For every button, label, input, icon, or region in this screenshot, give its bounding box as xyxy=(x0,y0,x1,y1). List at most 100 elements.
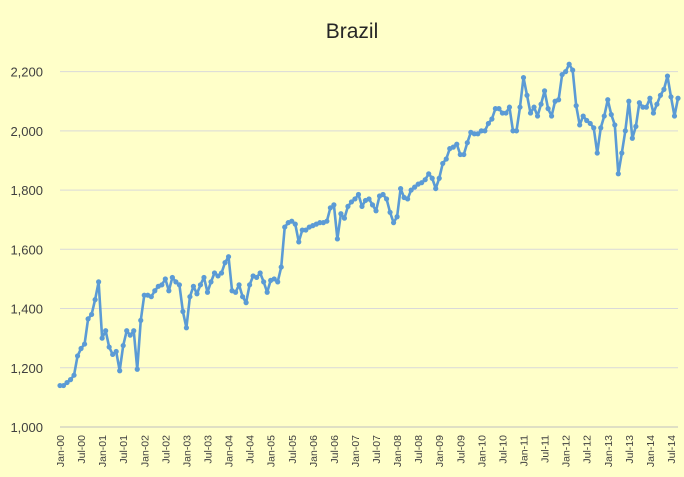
y-tick-label: 2,200 xyxy=(10,65,43,80)
data-point xyxy=(520,74,527,81)
x-tick-label: Jan-01 xyxy=(97,435,109,467)
data-point xyxy=(194,291,200,297)
data-point xyxy=(247,282,253,288)
data-point xyxy=(650,110,657,116)
data-point xyxy=(197,282,204,288)
data-point xyxy=(629,135,635,141)
data-point xyxy=(289,218,295,224)
data-point xyxy=(208,279,214,285)
data-point xyxy=(96,279,102,285)
data-point xyxy=(433,185,439,192)
data-point xyxy=(517,104,523,110)
data-point xyxy=(159,282,165,288)
data-point xyxy=(222,260,228,266)
data-point xyxy=(176,282,182,288)
data-point xyxy=(619,150,625,156)
data-point xyxy=(461,151,467,158)
data-point xyxy=(60,382,67,389)
data-point xyxy=(482,128,488,134)
data-point xyxy=(162,276,168,282)
data-point xyxy=(338,211,344,217)
data-point xyxy=(506,104,513,110)
data-point xyxy=(103,328,109,334)
data-point xyxy=(534,113,541,119)
data-point xyxy=(485,120,491,127)
data-point xyxy=(412,184,418,190)
y-tick-label: 1,200 xyxy=(10,361,43,376)
data-point xyxy=(654,101,660,107)
data-point xyxy=(422,177,428,183)
x-tick-label: Jan-02 xyxy=(139,435,151,467)
data-point xyxy=(127,332,133,338)
data-point xyxy=(622,128,628,134)
data-point xyxy=(201,274,207,281)
data-point xyxy=(405,196,411,202)
data-point xyxy=(489,116,495,122)
x-tick-label: Jan-11 xyxy=(519,435,531,466)
data-point xyxy=(334,236,340,242)
data-point xyxy=(92,297,98,303)
data-point xyxy=(264,289,270,295)
data-point xyxy=(89,311,95,318)
x-tick-label: Jul-12 xyxy=(582,435,594,464)
data-point xyxy=(545,106,551,112)
data-point xyxy=(380,191,386,198)
data-point xyxy=(131,328,137,334)
data-point xyxy=(239,294,246,300)
data-point xyxy=(292,221,298,227)
data-point xyxy=(436,175,442,181)
data-point xyxy=(278,264,284,270)
x-tick-label: Jan-13 xyxy=(603,435,615,467)
data-point xyxy=(78,345,84,352)
data-point xyxy=(110,351,116,358)
x-tick-label: Jan-04 xyxy=(224,435,236,467)
x-tick-label: Jul-04 xyxy=(245,435,257,464)
data-point xyxy=(71,372,77,378)
data-point xyxy=(261,279,267,285)
series-line xyxy=(60,62,680,387)
data-point xyxy=(429,175,435,181)
x-tick-label: Jul-07 xyxy=(371,435,383,464)
x-tick-label: Jul-01 xyxy=(118,435,130,464)
data-point xyxy=(657,92,664,98)
data-point xyxy=(327,205,333,211)
data-point xyxy=(559,71,565,78)
data-point xyxy=(99,335,105,341)
x-tick-label: Jul-03 xyxy=(202,435,214,464)
data-point xyxy=(556,97,562,103)
data-point xyxy=(390,220,397,226)
data-point xyxy=(236,282,242,288)
data-point xyxy=(341,215,348,221)
data-point xyxy=(408,187,414,193)
x-tick-label: Jan-00 xyxy=(55,435,67,467)
data-point xyxy=(426,171,432,177)
data-point xyxy=(475,131,481,137)
x-tick-label: Jan-14 xyxy=(645,435,657,467)
data-point xyxy=(612,122,618,128)
data-point xyxy=(187,294,193,300)
data-point xyxy=(117,368,123,374)
data-point xyxy=(608,111,614,118)
data-point xyxy=(275,279,281,285)
data-point xyxy=(113,348,119,355)
y-tick-label: 1,400 xyxy=(10,302,43,317)
data-point xyxy=(352,196,358,202)
x-tick-label: Jan-10 xyxy=(476,435,488,467)
data-point xyxy=(211,270,218,276)
x-tick-label: Jul-14 xyxy=(666,435,678,464)
data-point xyxy=(538,101,544,107)
data-point xyxy=(464,140,470,146)
data-point xyxy=(636,100,642,106)
data-point xyxy=(218,270,225,276)
data-point xyxy=(85,316,91,322)
x-tick-label: Jan-12 xyxy=(561,435,573,467)
data-point xyxy=(577,122,583,128)
data-point xyxy=(180,308,186,315)
data-point xyxy=(668,94,674,100)
data-point xyxy=(440,160,446,167)
data-point xyxy=(548,113,555,119)
data-point xyxy=(232,289,239,295)
x-tick-label: Jul-05 xyxy=(287,435,299,464)
data-point xyxy=(169,274,175,281)
